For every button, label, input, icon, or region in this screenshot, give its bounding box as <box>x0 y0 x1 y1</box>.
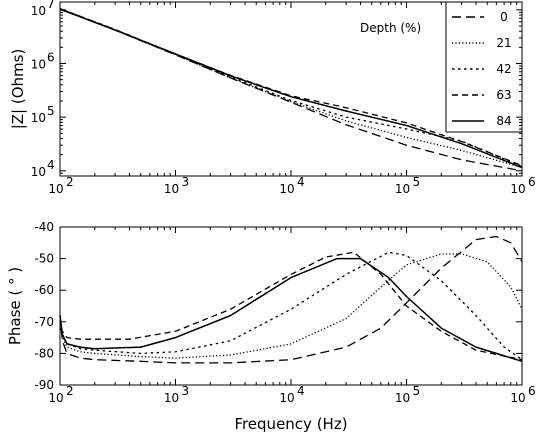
legend-label-0: 0 <box>500 10 508 24</box>
series-line-depth-42 <box>59 251 523 361</box>
legend-box <box>445 1 523 133</box>
impedance-plot-frame <box>59 1 523 177</box>
series-line-depth-0 <box>59 235 523 364</box>
x-tick-label: 10 <box>510 391 525 405</box>
y-tick-label: -60 <box>34 283 54 297</box>
y-tick-label: -90 <box>34 378 54 392</box>
impedance-axis-ticks <box>59 2 522 177</box>
series-line-depth-21 <box>59 253 523 359</box>
x-tick-label: 10 <box>279 182 294 196</box>
legend-label-42: 42 <box>496 62 511 76</box>
series-line-depth-63 <box>59 251 523 361</box>
y-tick-exponent: 6 <box>47 50 55 64</box>
legend-label-21: 21 <box>496 36 511 50</box>
y-tick-label: -40 <box>34 220 54 234</box>
legend: Depth (%) 0 21 42 63 84 <box>360 1 523 133</box>
y-tick-exponent: 4 <box>47 158 55 172</box>
x-tick-exponent: 4 <box>297 175 305 189</box>
legend-items: 0 21 42 63 84 <box>452 10 512 128</box>
y-tick-label: 10 <box>31 57 46 71</box>
y-tick-label: 10 <box>31 165 46 179</box>
y-tick-label: 10 <box>31 111 46 125</box>
x-tick-exponent: 5 <box>413 175 421 189</box>
y-tick-label: -50 <box>34 252 54 266</box>
x-tick-label: 10 <box>48 391 63 405</box>
impedance-y-axis-label: |Z| (Ohms) <box>9 49 27 130</box>
series-line-depth-0 <box>59 8 523 172</box>
x-tick-exponent: 2 <box>66 384 74 398</box>
series-line-depth-42 <box>59 8 523 168</box>
x-tick-exponent: 6 <box>528 175 536 189</box>
x-tick-label: 10 <box>395 391 410 405</box>
legend-label-63: 63 <box>496 88 511 102</box>
x-tick-exponent: 5 <box>413 384 421 398</box>
phase-x-tick-labels: 10 2 10 3 10 4 10 5 10 6 <box>48 384 535 405</box>
series-line-depth-21 <box>59 8 523 169</box>
x-tick-exponent: 3 <box>182 384 190 398</box>
impedance-x-tick-labels: 10 2 10 3 10 4 10 5 10 6 <box>48 175 535 196</box>
phase-plot: 10 2 10 3 10 4 10 5 10 6 -40-50-60-70-80-90 Phase… <box>6 220 536 433</box>
x-tick-label: 10 <box>395 182 410 196</box>
phase-y-axis-label: Phase ( ° ) <box>6 267 24 345</box>
impedance-series-lines <box>59 8 523 172</box>
phase-axis-ticks <box>59 226 522 386</box>
x-tick-label: 10 <box>510 182 525 196</box>
x-tick-exponent: 3 <box>182 175 190 189</box>
y-tick-exponent: 5 <box>47 104 55 118</box>
x-tick-exponent: 6 <box>528 384 536 398</box>
x-tick-exponent: 4 <box>297 384 305 398</box>
y-tick-exponent: 7 <box>47 0 55 11</box>
phase-x-axis-label: Frequency (Hz) <box>234 415 347 433</box>
x-tick-label: 10 <box>279 391 294 405</box>
x-tick-label: 10 <box>164 391 179 405</box>
series-line-depth-63 <box>59 8 523 167</box>
legend-label-84: 84 <box>496 114 511 128</box>
series-line-depth-84 <box>59 8 523 169</box>
y-tick-label: -80 <box>34 346 54 360</box>
phase-y-tick-labels: -40 -50 -60 -70 -80 -90 <box>34 220 54 392</box>
y-tick-label: -70 <box>34 315 54 329</box>
y-tick-label: 10 <box>31 4 46 18</box>
phase-series-lines <box>59 235 523 364</box>
x-tick-exponent: 2 <box>66 175 74 189</box>
series-line-depth-84 <box>59 257 523 363</box>
legend-title: Depth (%) <box>360 21 421 35</box>
x-tick-label: 10 <box>48 182 63 196</box>
x-tick-label: 10 <box>164 182 179 196</box>
